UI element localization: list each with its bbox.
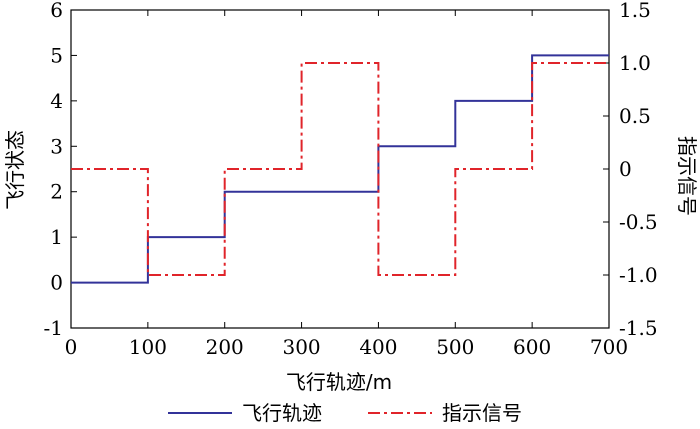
- x-tick-label: 600: [513, 335, 551, 359]
- x-tick-label: 0: [65, 335, 78, 359]
- legend: 飞行轨迹 指示信号: [168, 401, 522, 425]
- right-y-tick-label: 0: [619, 157, 632, 181]
- left-y-tick-label: 6: [50, 0, 63, 22]
- left-y-tick-label: 0: [50, 271, 63, 295]
- left-y-axis-ticks: -1 0 1 2 3 4 5 6: [44, 0, 77, 340]
- right-y-axis-ticks: -1.5 -1.0 -0.5 0 0.5 1.0 1.5: [603, 0, 658, 340]
- left-y-tick-label: 3: [50, 134, 63, 158]
- left-y-tick-label: 1: [50, 225, 63, 249]
- right-y-tick-label: 1.5: [619, 0, 651, 22]
- x-tick-label: 500: [436, 335, 474, 359]
- left-y-tick-label: 2: [50, 180, 63, 204]
- right-y-tick-label: 1.0: [619, 51, 651, 75]
- left-y-tick-label: 4: [50, 89, 63, 113]
- x-axis-title: 飞行轨迹/m: [286, 370, 392, 394]
- x-tick-label: 100: [129, 335, 167, 359]
- right-y-tick-label: -0.5: [619, 210, 658, 234]
- plot-frame: [70, 9, 610, 329]
- x-tick-label: 300: [282, 335, 320, 359]
- legend-label-flight-path: 飞行轨迹: [242, 401, 322, 425]
- x-tick-label: 700: [590, 335, 628, 359]
- right-y-tick-label: 0.5: [619, 104, 651, 128]
- legend-label-indicator-signal: 指示信号: [442, 401, 522, 425]
- series-line-indicator-signal: [71, 62, 609, 276]
- x-tick-label: 200: [206, 335, 244, 359]
- x-axis-ticks: 0 100 200 300 400 500 600 700: [65, 10, 628, 359]
- series-layer: [71, 54, 609, 284]
- right-y-tick-label: -1.0: [619, 263, 658, 287]
- plot-area: [70, 9, 610, 329]
- left-y-axis-title: 飞行状态: [3, 130, 27, 210]
- right-y-tick-label: -1.5: [619, 316, 658, 340]
- x-tick-label: 400: [359, 335, 397, 359]
- series-line-flight-path: [71, 54, 609, 284]
- left-y-tick-label: -1: [44, 316, 63, 340]
- left-y-tick-label: 5: [50, 43, 63, 67]
- right-y-axis-title: 指示信号: [675, 136, 699, 216]
